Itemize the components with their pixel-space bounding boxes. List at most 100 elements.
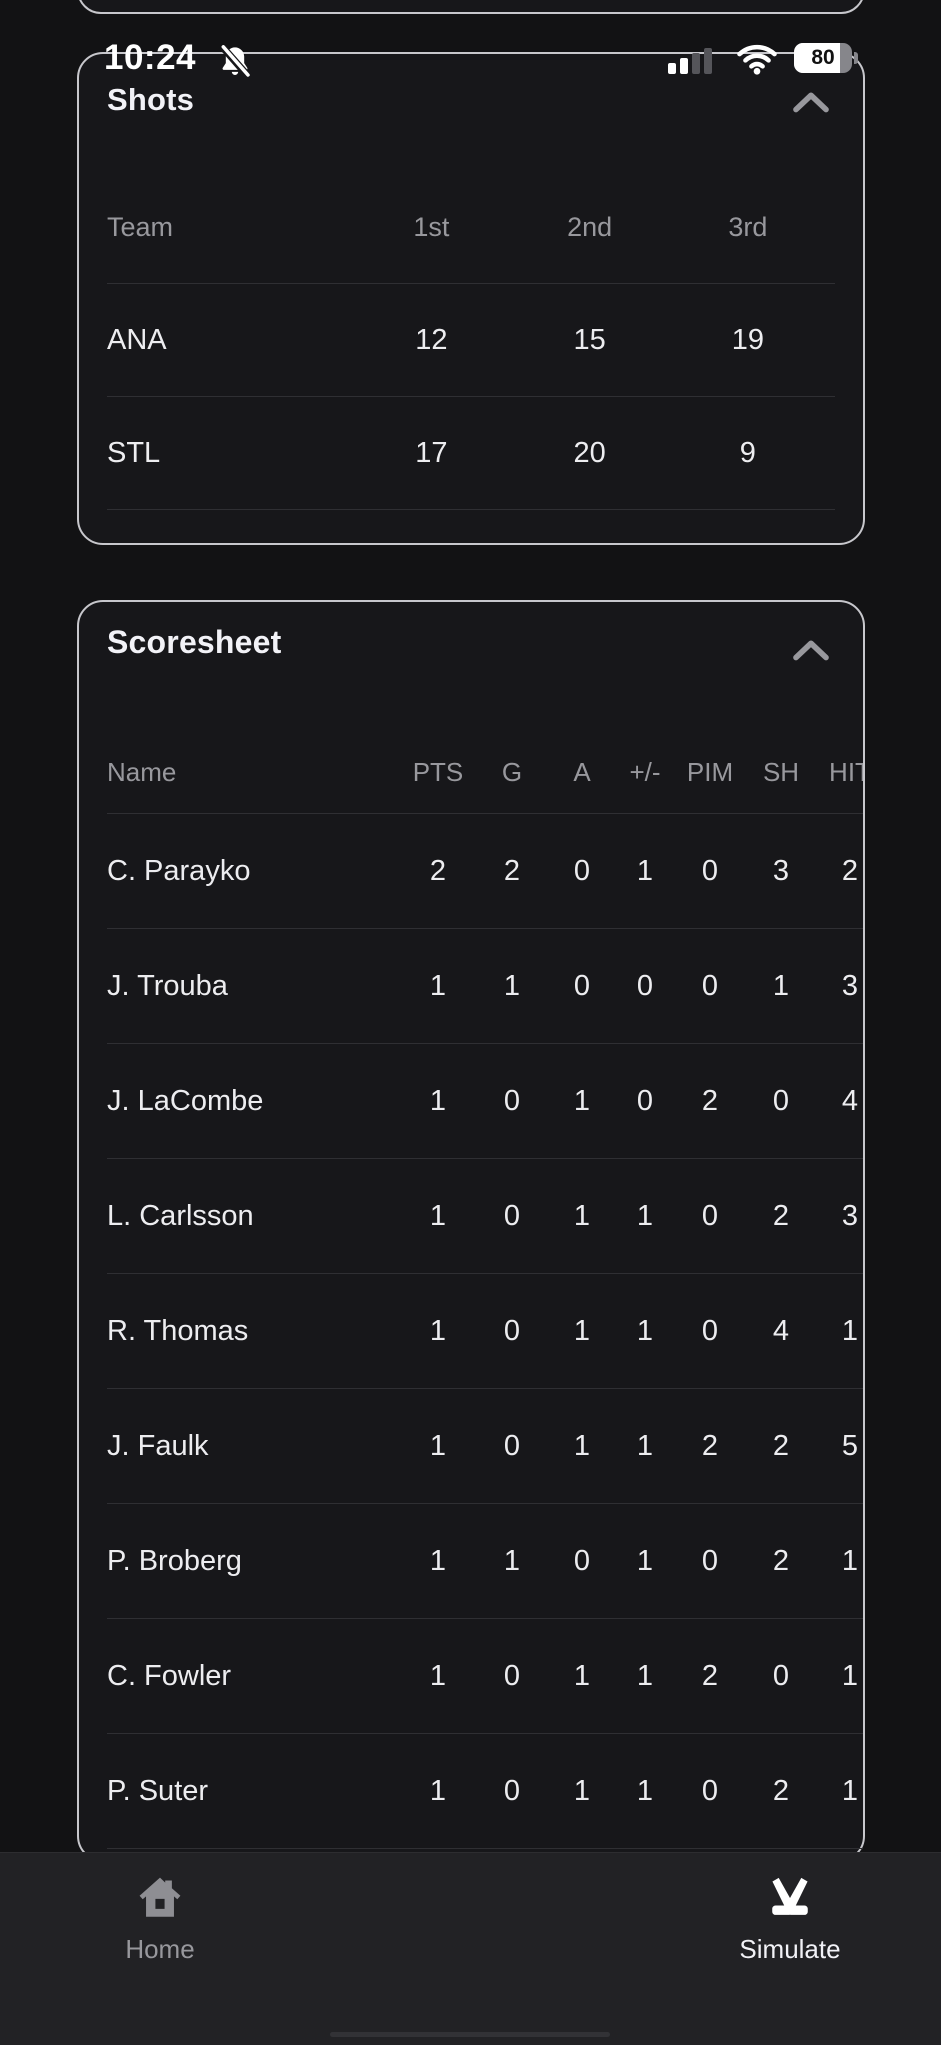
notifications-off-icon [216, 43, 254, 86]
scoresheet-row: J. Trouba 1 1 0 0 0 1 3 [107, 929, 863, 1043]
stat-pts: 1 [429, 1199, 447, 1232]
period-shots-value: 20 [573, 436, 606, 469]
stat-a: 0 [573, 1544, 591, 1577]
scoresheet-col-sh: SH [762, 757, 800, 787]
scoresheet-col-pim: PIM [686, 757, 734, 787]
player-name: J. Trouba [107, 969, 228, 1002]
shots-card-title: Shots [107, 82, 195, 117]
stat-sh: 2 [772, 1544, 790, 1577]
divider [107, 1043, 863, 1044]
player-name: J. LaCombe [107, 1084, 264, 1117]
divider [107, 1273, 863, 1274]
stat-pim: 0 [701, 1199, 719, 1232]
divider [107, 509, 835, 510]
divider [107, 396, 835, 397]
stat-pim: 2 [701, 1429, 719, 1462]
divider [107, 1158, 863, 1159]
hockey-sticks-icon [764, 1875, 816, 1924]
stat-g: 0 [503, 1084, 521, 1117]
stat-sh: 4 [772, 1314, 790, 1347]
team-abbrev: ANA [107, 323, 167, 356]
period-shots-value: 15 [573, 323, 606, 356]
cellular-signal-icon [668, 47, 712, 74]
stat-sh: 0 [772, 1084, 790, 1117]
stat-pim: 0 [701, 969, 719, 1002]
stat-g: 0 [503, 1314, 521, 1347]
previous-card-bottom [77, 0, 865, 14]
stat-plusminus: 0 [636, 969, 654, 1002]
stat-a: 1 [573, 1314, 591, 1347]
divider [107, 283, 835, 284]
scoresheet-card-title: Scoresheet [107, 624, 282, 660]
status-bar: 10:24 80 [0, 36, 941, 84]
scoresheet-card: Scoresheet Name PTS G A +/- PIM SH HIT C… [77, 600, 865, 1862]
nav-item-simulate[interactable]: Simulate [690, 1875, 890, 1965]
scoresheet-table[interactable]: Name PTS G A +/- PIM SH HIT C. Parayko 2 2… [79, 732, 863, 1849]
shots-row: STL 17 20 9 [79, 397, 863, 509]
period-shots-value: 19 [731, 323, 764, 356]
team-abbrev: STL [107, 436, 161, 469]
battery-icon: 80 [794, 43, 860, 73]
period-shots-value: 12 [415, 323, 448, 356]
scoresheet-row: J. LaCombe 1 0 1 0 2 0 4 [107, 1044, 863, 1158]
scoresheet-table-header: Name PTS G A +/- PIM SH HIT [107, 732, 863, 813]
nav-home-label: Home [125, 1934, 195, 1964]
stat-sh: 3 [772, 854, 790, 887]
stat-plusminus: 1 [636, 1544, 654, 1577]
stat-g: 1 [503, 969, 521, 1002]
scoresheet-collapse-button[interactable] [789, 636, 833, 666]
player-name: L. Carlsson [107, 1199, 254, 1232]
stat-pts: 1 [429, 1659, 447, 1692]
divider [107, 1733, 863, 1734]
battery-percent: 80 [811, 46, 835, 69]
period-shots-value: 9 [739, 436, 756, 469]
stat-sh: 2 [772, 1774, 790, 1807]
stat-hit: 1 [841, 1544, 859, 1577]
stat-pim: 0 [701, 1774, 719, 1807]
stat-a: 1 [573, 1199, 591, 1232]
player-name: C. Fowler [107, 1659, 232, 1692]
divider [107, 1388, 863, 1389]
player-name: P. Broberg [107, 1544, 242, 1577]
scoresheet-col-g: G [501, 757, 523, 787]
stat-hit: 5 [841, 1429, 859, 1462]
stat-plusminus: 1 [636, 1429, 654, 1462]
divider [107, 1503, 863, 1504]
shots-card: Shots Team 1st 2nd 3rd ANA 12 15 19 STL 17 20 9 [77, 52, 865, 545]
stat-pts: 1 [429, 1314, 447, 1347]
home-icon [135, 1875, 185, 1924]
stat-a: 0 [573, 969, 591, 1002]
stat-sh: 2 [772, 1199, 790, 1232]
stat-pts: 1 [429, 1429, 447, 1462]
stat-plusminus: 1 [636, 1199, 654, 1232]
shots-col-1st: 1st [413, 212, 450, 242]
shots-collapse-button[interactable] [789, 88, 833, 118]
stat-pim: 2 [701, 1084, 719, 1117]
stat-pts: 1 [429, 1544, 447, 1577]
stat-plusminus: 0 [636, 1084, 654, 1117]
scoresheet-col-pts: PTS [412, 757, 464, 787]
stat-a: 1 [573, 1774, 591, 1807]
nav-item-home[interactable]: Home [60, 1875, 260, 1965]
divider [107, 1618, 863, 1619]
player-name: P. Suter [107, 1774, 209, 1807]
scoresheet-row: L. Carlsson 1 0 1 1 0 2 3 [107, 1159, 863, 1273]
stat-hit: 3 [841, 969, 859, 1002]
stat-hit: 1 [841, 1774, 859, 1807]
stat-g: 0 [503, 1659, 521, 1692]
player-name: C. Parayko [107, 854, 251, 887]
stat-g: 2 [503, 854, 521, 887]
stat-hit: 2 [841, 854, 859, 887]
stat-hit: 4 [841, 1084, 859, 1117]
divider [107, 813, 863, 814]
stat-g: 0 [503, 1199, 521, 1232]
scoresheet-col-plusminus: +/- [629, 757, 661, 787]
stat-g: 0 [503, 1429, 521, 1462]
scoresheet-row: P. Suter 1 0 1 1 0 2 1 [107, 1734, 863, 1848]
wifi-icon [736, 42, 778, 81]
chevron-up-icon [791, 92, 831, 117]
stat-pts: 1 [429, 1084, 447, 1117]
status-time: 10:24 [104, 38, 197, 77]
shots-col-2nd: 2nd [567, 212, 613, 242]
